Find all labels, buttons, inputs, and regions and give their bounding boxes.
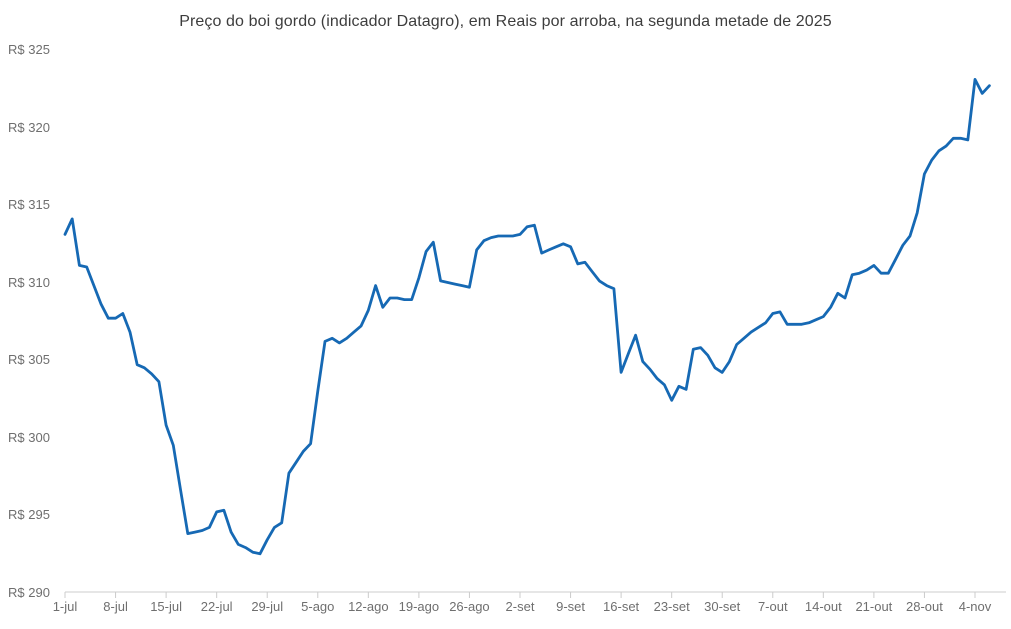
x-tick-label: 7-out: [758, 599, 788, 614]
y-tick-label: R$ 305: [8, 352, 50, 367]
y-tick-label: R$ 315: [8, 197, 50, 212]
x-tick-label: 30-set: [704, 599, 741, 614]
x-tick-label: 28-out: [906, 599, 943, 614]
x-tick-label: 8-jul: [103, 599, 128, 614]
x-tick-label: 23-set: [654, 599, 691, 614]
x-tick-label: 16-set: [603, 599, 640, 614]
y-tick-label: R$ 325: [8, 42, 50, 57]
x-tick-label: 21-out: [855, 599, 892, 614]
x-tick-label: 29-jul: [251, 599, 283, 614]
x-tick-label: 12-ago: [348, 599, 388, 614]
x-tick-label: 4-nov: [959, 599, 992, 614]
y-tick-label: R$ 290: [8, 584, 50, 600]
y-tick-label: R$ 295: [8, 507, 50, 522]
x-tick-label: 9-set: [556, 599, 585, 614]
price-series-line: [63, 78, 991, 556]
x-tick-label: 1-jul: [53, 599, 78, 614]
y-tick-label: R$ 300: [8, 429, 50, 445]
y-tick-label: R$ 320: [8, 119, 50, 135]
x-tick-label: 2-set: [506, 599, 535, 614]
x-tick-label: 26-ago: [449, 599, 489, 614]
x-tick-label: 14-out: [805, 599, 842, 614]
x-tick-label: 19-ago: [399, 599, 439, 614]
x-tick-label: 22-jul: [201, 599, 233, 614]
x-tick-label: 15-jul: [150, 599, 182, 614]
y-tick-label: R$ 310: [8, 274, 50, 290]
x-tick-label: 5-ago: [301, 599, 334, 614]
chart-title: Preço do boi gordo (indicador Datagro), …: [179, 13, 832, 30]
